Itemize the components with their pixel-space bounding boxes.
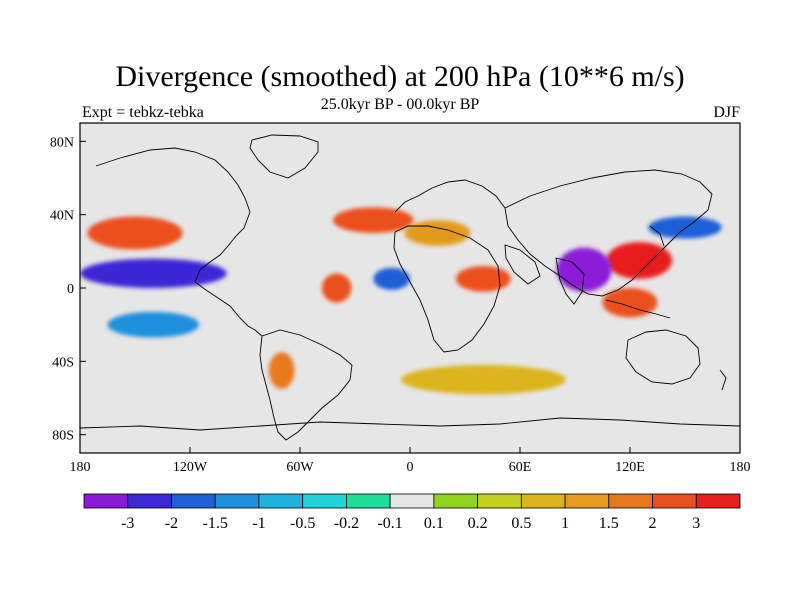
coastline-antarctica [80, 417, 740, 431]
colorbar-label: -0.2 [334, 515, 359, 532]
field-east-asia-positive [606, 242, 673, 279]
colorbar-swatch [214, 493, 260, 509]
colorbar-swatch [433, 493, 479, 509]
lon-tick-label: 120E [615, 460, 645, 475]
coastline-greenland [249, 134, 319, 179]
coastline-japan [649, 225, 665, 247]
colorbar-label: 3 [692, 515, 700, 532]
field-central-pacific-negative [80, 258, 227, 288]
colorbar-label: -1 [252, 515, 265, 532]
lon-tick-label: 180 [730, 460, 751, 475]
colorbar-label: -0.5 [290, 515, 315, 532]
field-south-atlantic-negative [373, 267, 410, 290]
coastline-indonesia [605, 299, 671, 319]
colorbar-label: -2 [165, 515, 178, 532]
longitude-ticks: 180 120W 60W 0 60E 120E 180 [70, 447, 751, 475]
lon-tick-label: 120W [173, 460, 208, 475]
colorbar-swatch [171, 493, 216, 509]
colorbar-swatch [83, 493, 129, 509]
field-maritime-continent-positive [602, 288, 658, 318]
colorbar-label: -1.5 [203, 515, 228, 532]
latitude-ticks: 80N 40N 0 40S 80S [50, 135, 86, 444]
colorbar-label: -0.1 [377, 515, 402, 532]
lon-tick-label: 0 [407, 460, 414, 475]
colorbar-swatch [302, 493, 347, 509]
lat-tick-label: 40S [52, 355, 74, 370]
colorbar-label: 0.5 [511, 515, 531, 532]
colorbar-label: -3 [121, 515, 134, 532]
colorbar-swatch [652, 493, 697, 509]
lat-tick-label: 0 [67, 282, 74, 297]
colorbar-swatch [389, 493, 435, 509]
colorbar-label: 1 [561, 515, 569, 532]
lat-tick-label: 80S [52, 429, 74, 444]
lon-tick-label: 60W [286, 460, 314, 475]
field-north-pacific-west-negative [648, 216, 722, 239]
experiment-label: Expt = tebkz-tebka [82, 104, 204, 121]
field-brazil-positive [322, 273, 352, 303]
field-south-pacific-negative [107, 311, 200, 338]
season-label: DJF [713, 104, 740, 121]
lat-tick-label: 40N [50, 209, 74, 224]
lon-tick-label: 60E [509, 460, 532, 475]
coastline-europe [394, 179, 506, 213]
colorbar-label: 1.5 [599, 515, 619, 532]
colorbar-swatch [520, 493, 566, 509]
coastline-arabia [504, 244, 541, 285]
colorbar-swatch [345, 493, 391, 509]
colorbar-swatch [695, 493, 741, 509]
colorbar-swatch [564, 493, 610, 509]
field-indian-ocean-negative [556, 247, 612, 292]
colorbar-swatch [127, 493, 172, 509]
coastline-central-america [247, 325, 263, 337]
lon-tick-label: 180 [70, 460, 91, 475]
coastline-africa [393, 225, 501, 353]
field-north-atlantic-positive [333, 207, 414, 234]
colorbar-swatch [477, 493, 522, 509]
lat-tick-label: 80N [50, 135, 74, 150]
colorbar-swatch [258, 493, 304, 509]
colorbar-label: 0.1 [424, 515, 444, 532]
coastline-india [555, 257, 585, 305]
coastlines [80, 134, 740, 441]
coastline-asia [504, 169, 713, 297]
colorbar: -3 -2 -1.5 -1 -0.5 -0.2 -0.1 0.1 0.2 0.5 1 1.5 2 3 [83, 493, 741, 532]
chart-subtitle: 25.0kyr BP - 00.0kyr BP [320, 96, 480, 113]
map-background [80, 123, 740, 453]
field-africa-equatorial-positive [455, 266, 511, 292]
colorbar-label: 0.2 [468, 515, 488, 532]
field-southern-ocean-positive [400, 365, 566, 395]
coastline-new-zealand [719, 369, 727, 391]
field-north-pacific-positive [87, 216, 183, 250]
field-patagonia-positive [268, 352, 295, 389]
coastline-australia [625, 329, 701, 385]
divergence-field [80, 207, 722, 395]
chart-title: Divergence (smoothed) at 200 hPa (10**6 … [115, 60, 685, 93]
field-north-africa-positive [404, 220, 471, 246]
coastline-north-america [95, 147, 251, 327]
colorbar-swatch [608, 493, 653, 509]
colorbar-label: 2 [649, 515, 657, 532]
coastline-south-america [259, 329, 353, 441]
